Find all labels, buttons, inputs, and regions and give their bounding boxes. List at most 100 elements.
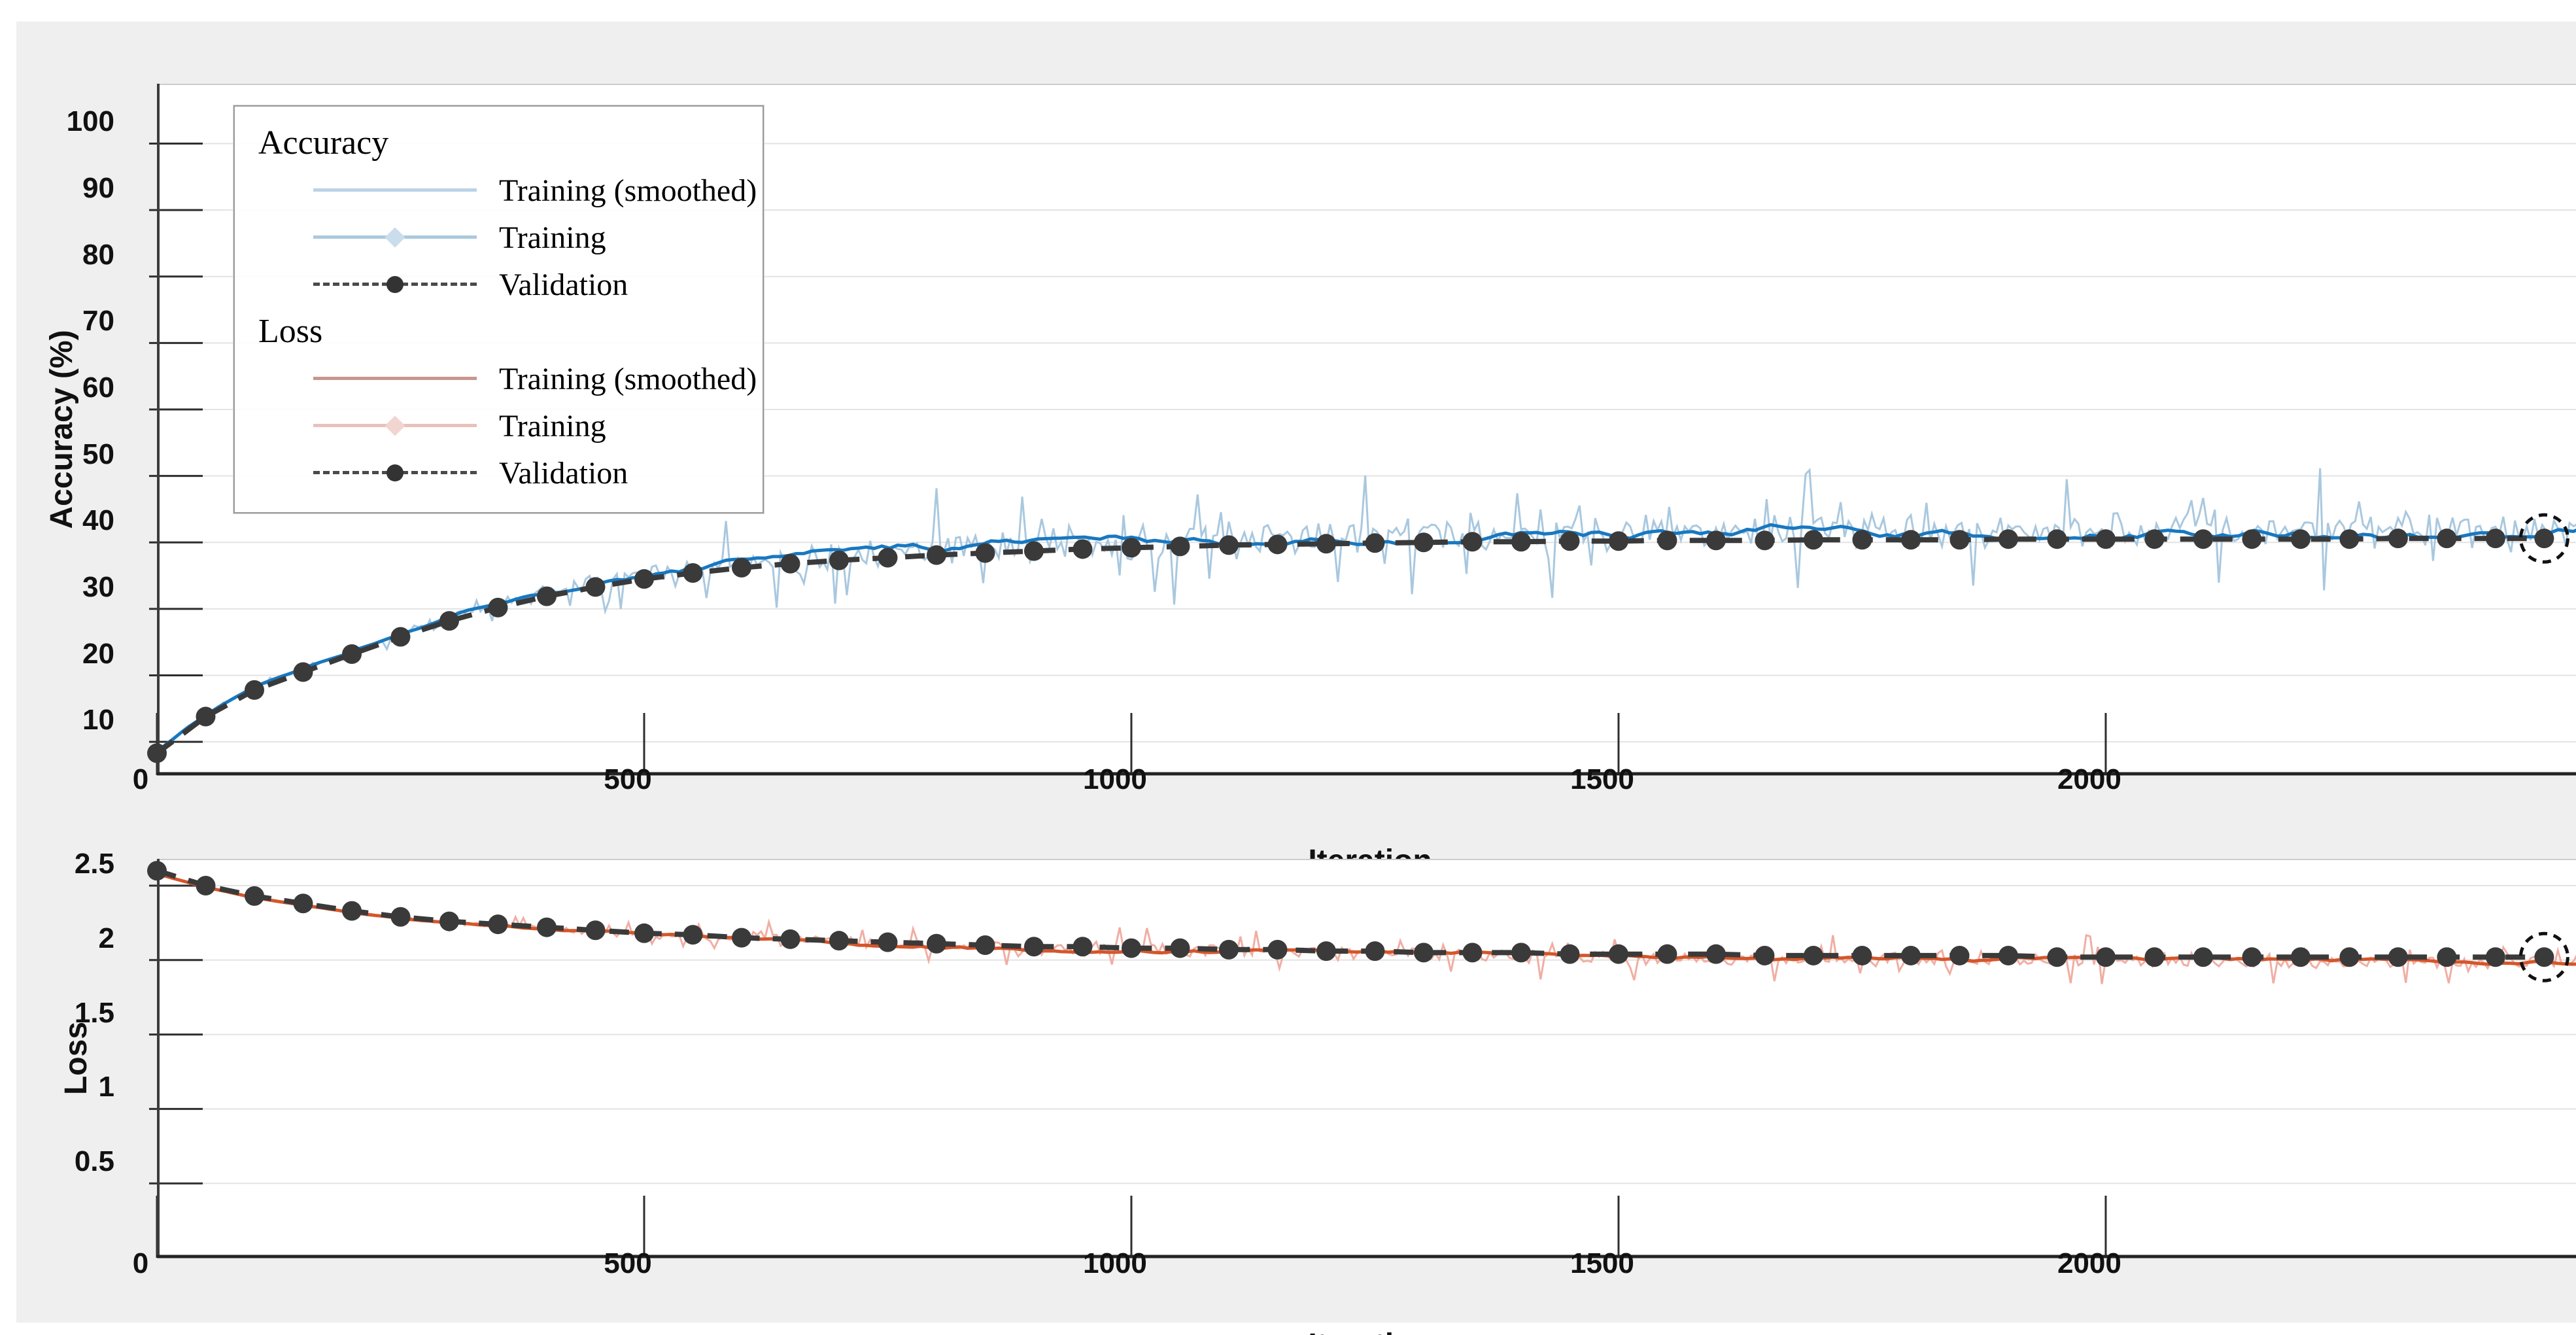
validation-marker [1413,532,1434,553]
validation-marker [2437,529,2457,549]
validation-marker [2047,529,2067,549]
validation-marker [1998,945,2018,965]
validation-marker [829,931,849,951]
validation-marker [147,861,167,881]
validation-marker [1511,943,1531,963]
legend-item: Validation [235,261,763,308]
legend-swatch-icon [313,366,477,392]
validation-marker [1949,945,1970,965]
validation-marker [1462,943,1483,963]
validation-marker [1803,945,1823,965]
legend-item-label: Validation [499,267,628,302]
loss-plot-svg [147,859,2576,1258]
x-tick-label: 500 [604,1247,652,1279]
legend-swatch-icon [313,177,477,203]
y-tick-label: 30 [82,570,114,603]
validation-marker [731,557,751,578]
legend-swatch-icon [313,224,477,251]
final-marker-ring [2518,931,2569,982]
validation-marker [1511,532,1531,552]
legend-item-label: Validation [499,455,628,491]
legend-item: Validation [235,449,763,496]
y-tick-label: 80 [82,238,114,271]
validation-marker [926,545,946,565]
validation-marker [1073,937,1093,957]
validation-marker [2534,529,2554,549]
validation-marker [1852,530,1872,550]
validation-marker [2339,947,2360,967]
validation-marker [390,907,411,927]
y-tick-label: 90 [82,172,114,205]
validation-marker [1218,535,1239,555]
validation-marker [293,893,313,914]
validation-marker [1023,541,1044,561]
validation-marker [1852,945,1872,965]
y-tick-label: 100 [66,105,114,138]
validation-marker [2290,529,2310,549]
validation-marker [731,928,751,948]
validation-marker [1560,531,1580,551]
validation-marker [1560,944,1580,964]
validation-marker [926,933,946,954]
validation-marker [244,680,264,700]
validation-marker [975,935,995,956]
validation-marker [975,543,995,563]
validation-marker [1413,943,1434,963]
loss-x-axis-label: Iteration [157,1326,2576,1335]
validation-marker [878,547,898,568]
legend-item: Training (smoothed) [235,355,763,402]
validation-marker [1170,536,1190,557]
y-tick-label: 70 [82,305,114,338]
legend-dot-marker-icon [386,464,404,481]
validation-marker [2388,947,2408,967]
x-tick-label: 0 [132,763,149,795]
x-tick-label: 1500 [1570,1247,1634,1279]
plot-border [157,859,2576,1258]
validation-marker [488,597,508,617]
validation-marker [1267,534,1288,555]
legend-swatch-icon [313,460,477,486]
validation-marker [829,550,849,570]
validation-marker [1608,944,1628,964]
validation-marker [1365,941,1385,962]
legend-line-icon [313,188,477,192]
validation-marker [2242,947,2262,967]
validation-marker [196,875,216,895]
legend-diamond-marker-icon [385,415,405,436]
validation-marker [780,929,800,949]
legend-diamond-marker-icon [385,227,405,248]
validation-marker [341,901,362,921]
validation-marker [2144,947,2165,967]
validation-marker [1949,530,1970,550]
x-tick-label: 1500 [1570,763,1634,795]
x-tick-label: 500 [604,763,652,795]
validation-marker [1608,531,1628,551]
validation-marker [878,932,898,952]
validation-marker [1365,533,1385,553]
y-tick-label: 2.5 [74,847,114,880]
validation-marker [2047,947,2067,967]
legend-swatch-icon [313,413,477,439]
validation-marker [1170,938,1190,958]
plot-panel: Accuracy (%) Accuracy Training (smoothed)… [16,22,2576,1335]
legend-item: Training (smoothed) [235,167,763,214]
validation-marker [390,627,411,647]
loss-plot-area [147,859,2576,1258]
legend-group-title: Loss [258,313,323,350]
validation-marker [1316,534,1336,554]
x-tick-label: 0 [132,1247,149,1279]
validation-marker [1803,530,1823,550]
legend-item-label: Training [499,220,606,255]
legend-swatch-icon [313,271,477,298]
accuracy-plot-area: Accuracy Training (smoothed) Training Valid… [147,84,2576,776]
validation-marker [1462,532,1483,552]
validation-marker [536,917,557,937]
validation-marker [2193,529,2213,549]
validation-marker [1218,939,1239,960]
validation-marker [147,743,167,763]
loss-y-axis-label: Loss [59,1021,94,1096]
legend-item: Training [235,214,763,261]
validation-marker [634,923,654,943]
legend-line-icon [313,377,477,380]
